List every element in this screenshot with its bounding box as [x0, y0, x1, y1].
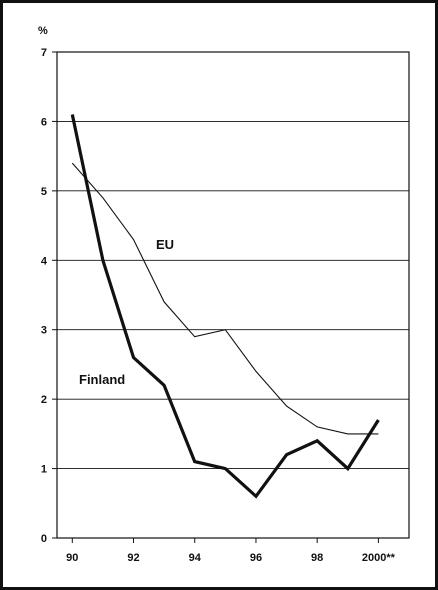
- x-tick-label: 94: [189, 552, 202, 564]
- gridlines: [57, 120, 409, 470]
- y-tick-label: 5: [41, 186, 47, 198]
- y-tick-label: 4: [41, 255, 48, 267]
- x-tick-label: 2000**: [362, 552, 396, 564]
- x-tick-label: 98: [311, 552, 323, 564]
- x-axis-ticks: 90 92 94 96 98 2000**: [66, 538, 396, 564]
- series-line-finland: [70, 114, 380, 499]
- y-tick-label: 6: [41, 116, 47, 128]
- y-tick-label: 7: [41, 47, 47, 59]
- y-tick-label: 0: [41, 533, 47, 545]
- series-label-finland: Finland: [79, 372, 125, 387]
- plot-area: [56, 51, 410, 539]
- series-line-eu: [71, 162, 379, 435]
- x-tick-label: 90: [66, 552, 78, 564]
- x-tick-label: 96: [250, 552, 262, 564]
- y-tick-label: 1: [41, 464, 47, 476]
- y-tick-label: 3: [41, 325, 47, 337]
- series-lines: [70, 114, 380, 499]
- y-tick-label: 2: [41, 394, 47, 406]
- y-axis-ticks: 0 1 2 3 4 5 6 7: [41, 47, 57, 545]
- series-label-eu: EU: [156, 237, 174, 252]
- x-tick-label: 92: [127, 552, 139, 564]
- y-axis-unit: %: [38, 25, 48, 37]
